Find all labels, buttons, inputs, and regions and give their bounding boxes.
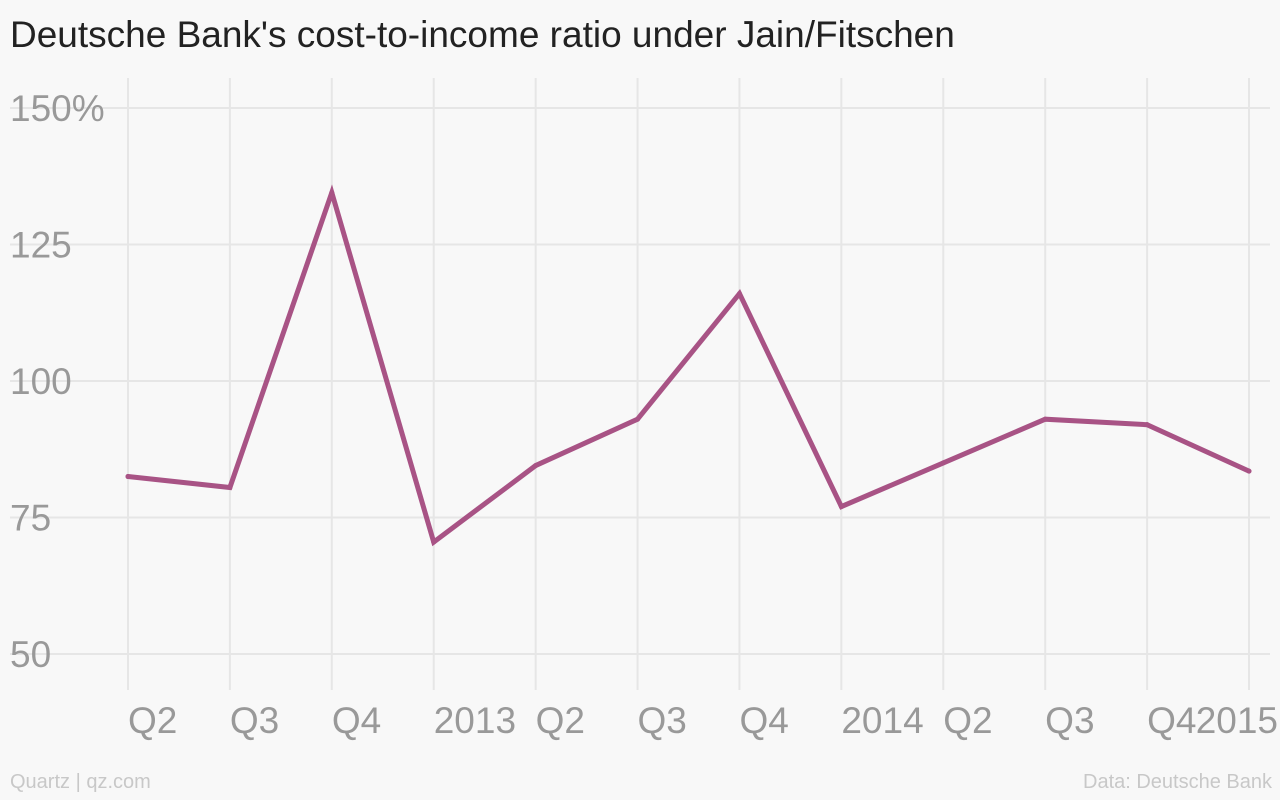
data-point bbox=[1246, 468, 1252, 474]
x-tick-label: Q4 bbox=[332, 700, 381, 741]
series-layer bbox=[125, 184, 1252, 547]
x-tick-label: Q3 bbox=[638, 700, 687, 741]
series-line bbox=[125, 184, 1252, 547]
x-tick-label: Q2 bbox=[128, 700, 177, 741]
chart-title: Deutsche Bank's cost-to-income ratio und… bbox=[10, 14, 955, 55]
data-point bbox=[329, 190, 335, 196]
x-tick-label: 2013 bbox=[434, 700, 516, 741]
data-point bbox=[227, 484, 233, 490]
data-point bbox=[1042, 416, 1048, 422]
data-point bbox=[1144, 422, 1150, 428]
x-axis-ticks: Q2 Q3 Q4 2013 Q2 Q3 Q4 2014 Q2 Q3 Q4 2015 bbox=[128, 700, 1278, 741]
data-point bbox=[431, 539, 437, 545]
data-point bbox=[940, 460, 946, 466]
y-tick-label: 150% bbox=[10, 88, 105, 129]
y-tick-label: 75 bbox=[10, 498, 51, 539]
x-tick-label: 2014 bbox=[841, 700, 923, 741]
y-tick-label: 125 bbox=[10, 225, 72, 266]
footer-source-left: Quartz | qz.com bbox=[10, 771, 151, 793]
y-tick-label: 100 bbox=[10, 361, 72, 402]
y-tick-label: 50 bbox=[10, 634, 51, 675]
x-tick-label: Q4 bbox=[739, 700, 788, 741]
x-tick-label: Q4 bbox=[1147, 700, 1196, 741]
grid bbox=[10, 78, 1270, 690]
x-tick-label: Q3 bbox=[230, 700, 279, 741]
data-point bbox=[635, 416, 641, 422]
data-point bbox=[736, 291, 742, 297]
footer-source-right: Data: Deutsche Bank bbox=[1083, 771, 1272, 793]
x-tick-label: Q2 bbox=[943, 700, 992, 741]
y-axis-ticks: 50 75 100 125 150% bbox=[10, 88, 105, 675]
x-tick-label: Q3 bbox=[1045, 700, 1094, 741]
x-tick-label: 2015 bbox=[1196, 700, 1278, 741]
data-point bbox=[125, 474, 131, 480]
x-tick-label: Q2 bbox=[536, 700, 585, 741]
data-point bbox=[533, 463, 539, 469]
data-point bbox=[838, 504, 844, 510]
